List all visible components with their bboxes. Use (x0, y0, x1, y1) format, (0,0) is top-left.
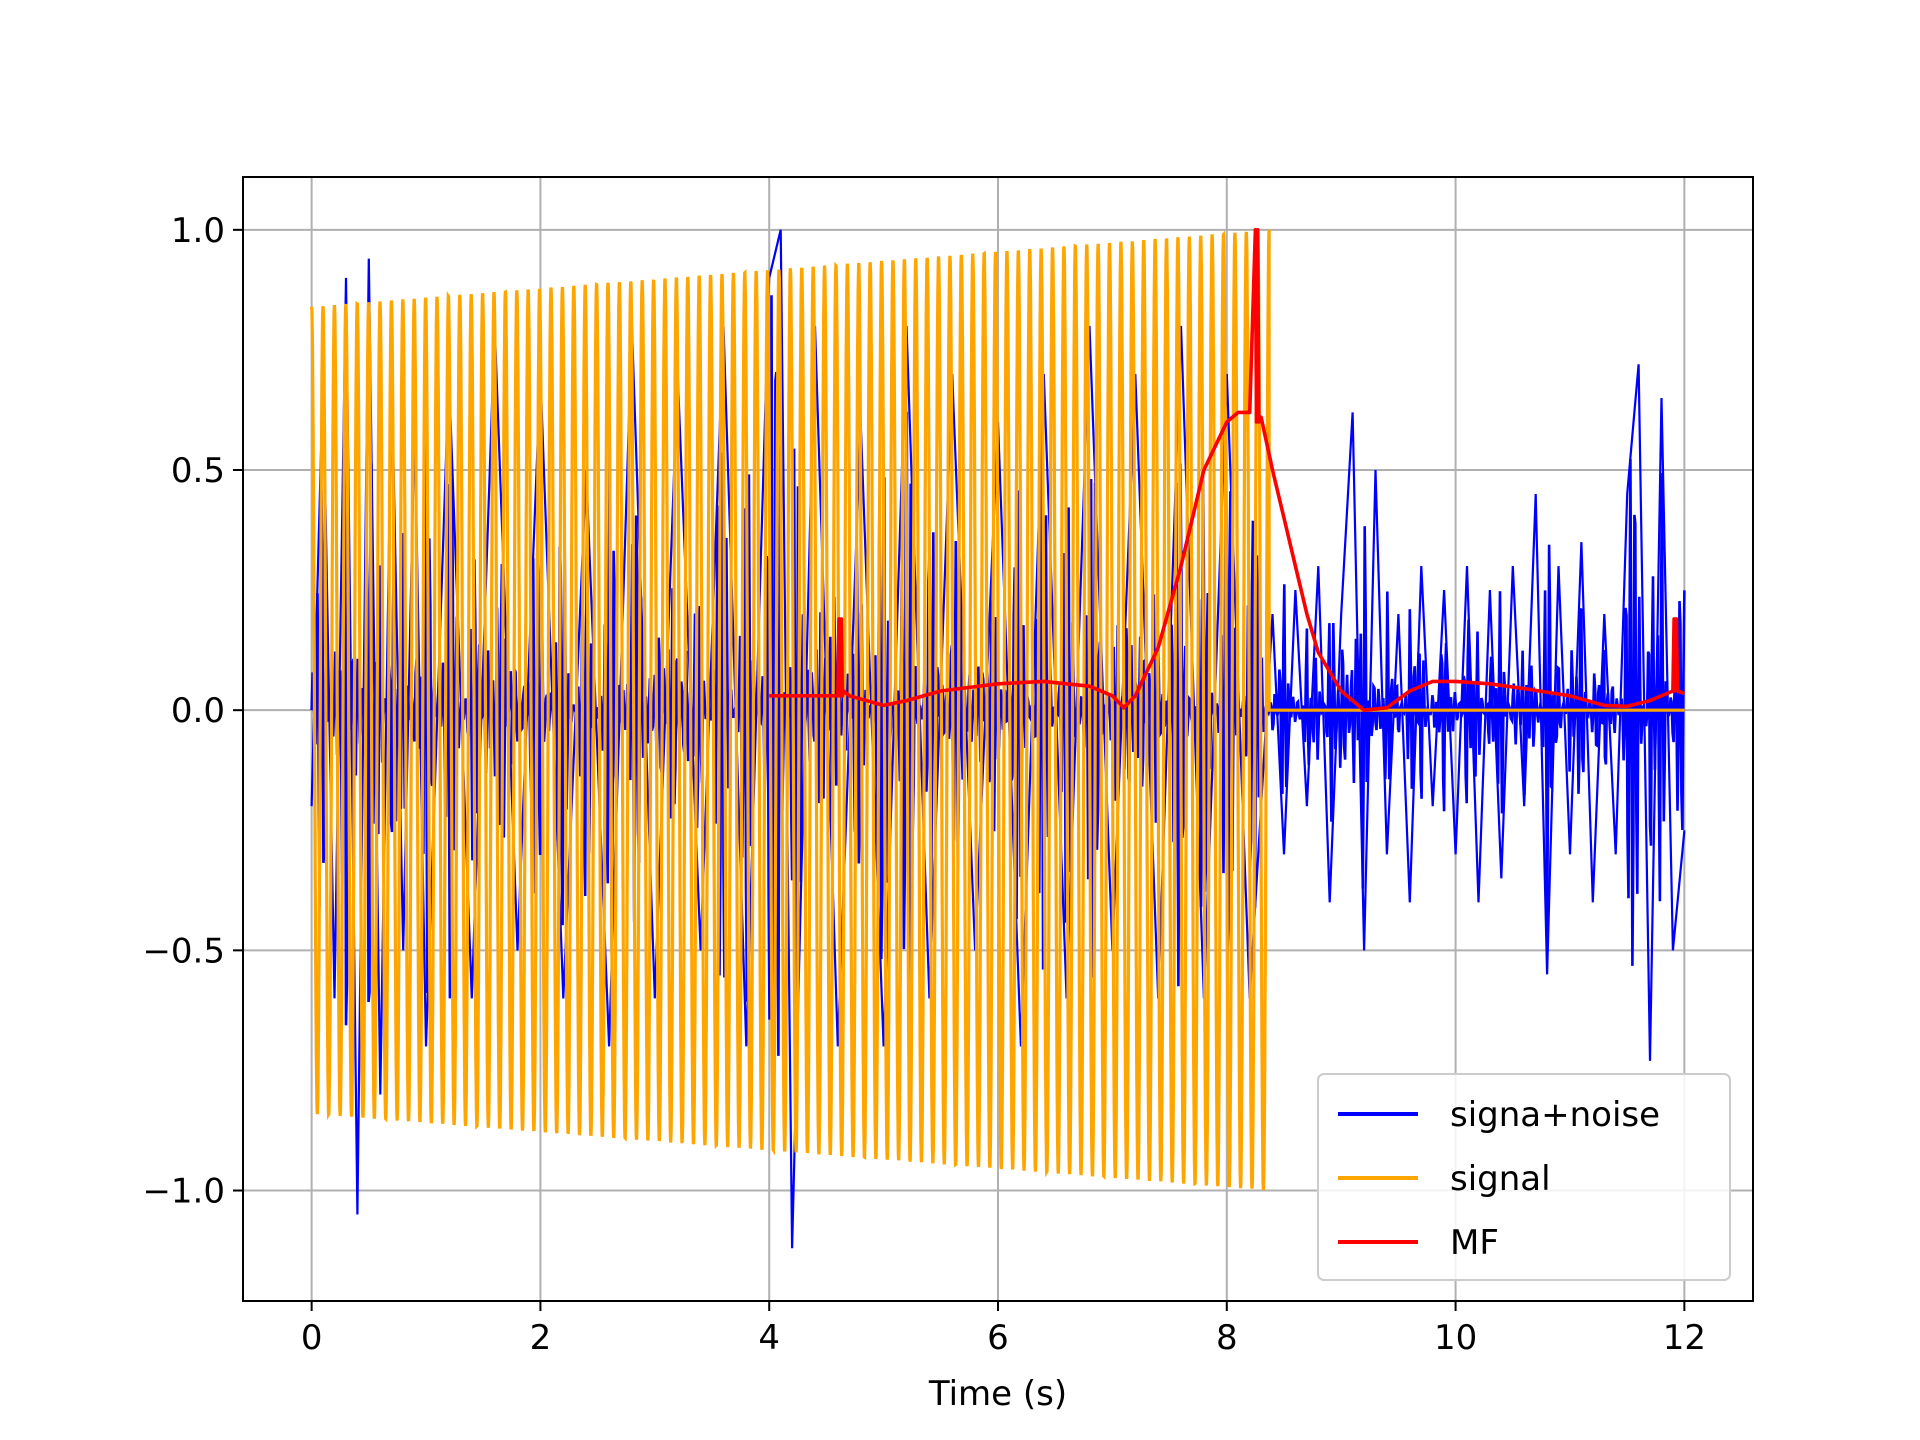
legend-label: signal (1450, 1159, 1551, 1199)
series-mf (769, 228, 1685, 712)
legend: signa+noise signal MF (1317, 1073, 1731, 1281)
legend-label: MF (1450, 1223, 1499, 1263)
x-tick-label: 10 (1434, 1318, 1477, 1358)
plot-series (310, 228, 1686, 1249)
legend-label: signa+noise (1450, 1095, 1660, 1135)
x-tick-label: 2 (530, 1318, 552, 1358)
series-signal (310, 229, 1685, 1191)
y-tick-label: −1.0 (142, 1172, 225, 1212)
y-tick-label: 1.0 (171, 211, 225, 251)
x-tick-label: 12 (1663, 1318, 1706, 1358)
y-tick-label: 0.0 (171, 691, 225, 731)
y-tick-label: −0.5 (142, 931, 225, 971)
axis-ticks: 0 2 4 6 8 10 12 1.0 0.5 0.0 −0.5 −1.0 (142, 211, 1706, 1358)
x-tick-label: 0 (301, 1318, 323, 1358)
x-tick-label: 4 (758, 1318, 780, 1358)
x-axis-label: Time (s) (928, 1374, 1067, 1414)
y-tick-label: 0.5 (171, 451, 225, 491)
x-tick-label: 6 (987, 1318, 1009, 1358)
legend-box (1317, 1073, 1731, 1281)
x-tick-label: 8 (1216, 1318, 1238, 1358)
